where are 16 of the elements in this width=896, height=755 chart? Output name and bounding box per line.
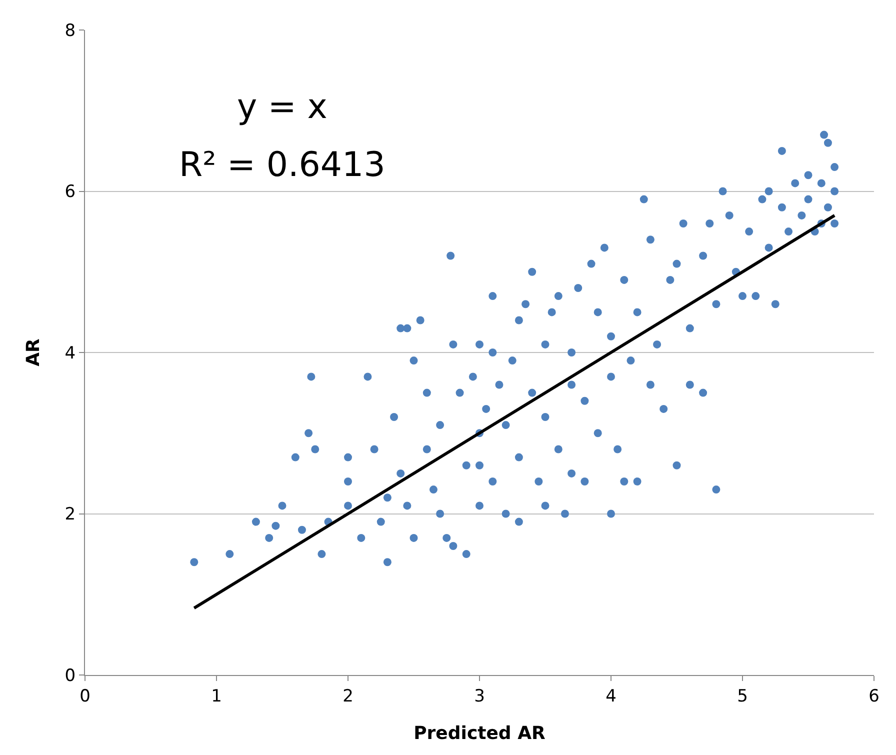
y-axis-title: AR — [23, 338, 44, 366]
x-axis-title: Predicted AR — [414, 723, 546, 744]
x-tick-label: 0 — [80, 686, 90, 706]
x-tick-label: 2 — [342, 686, 354, 706]
x-tick-label: 1 — [211, 686, 222, 706]
y-tick-label: 6 — [64, 182, 76, 202]
y-tick-label: 0 — [64, 666, 76, 686]
y-tick-label: 8 — [64, 20, 76, 41]
x-tick-label: 6 — [868, 686, 880, 706]
x-tick-label: 5 — [737, 686, 748, 706]
y-tick-label: 2 — [64, 504, 76, 525]
x-tick-label: 3 — [474, 686, 485, 706]
x-tick-label: 4 — [606, 686, 616, 706]
y-tick-label: 4 — [64, 343, 76, 364]
annotation: y = x — [237, 87, 328, 127]
annotation: R² = 0.6413 — [179, 145, 386, 185]
